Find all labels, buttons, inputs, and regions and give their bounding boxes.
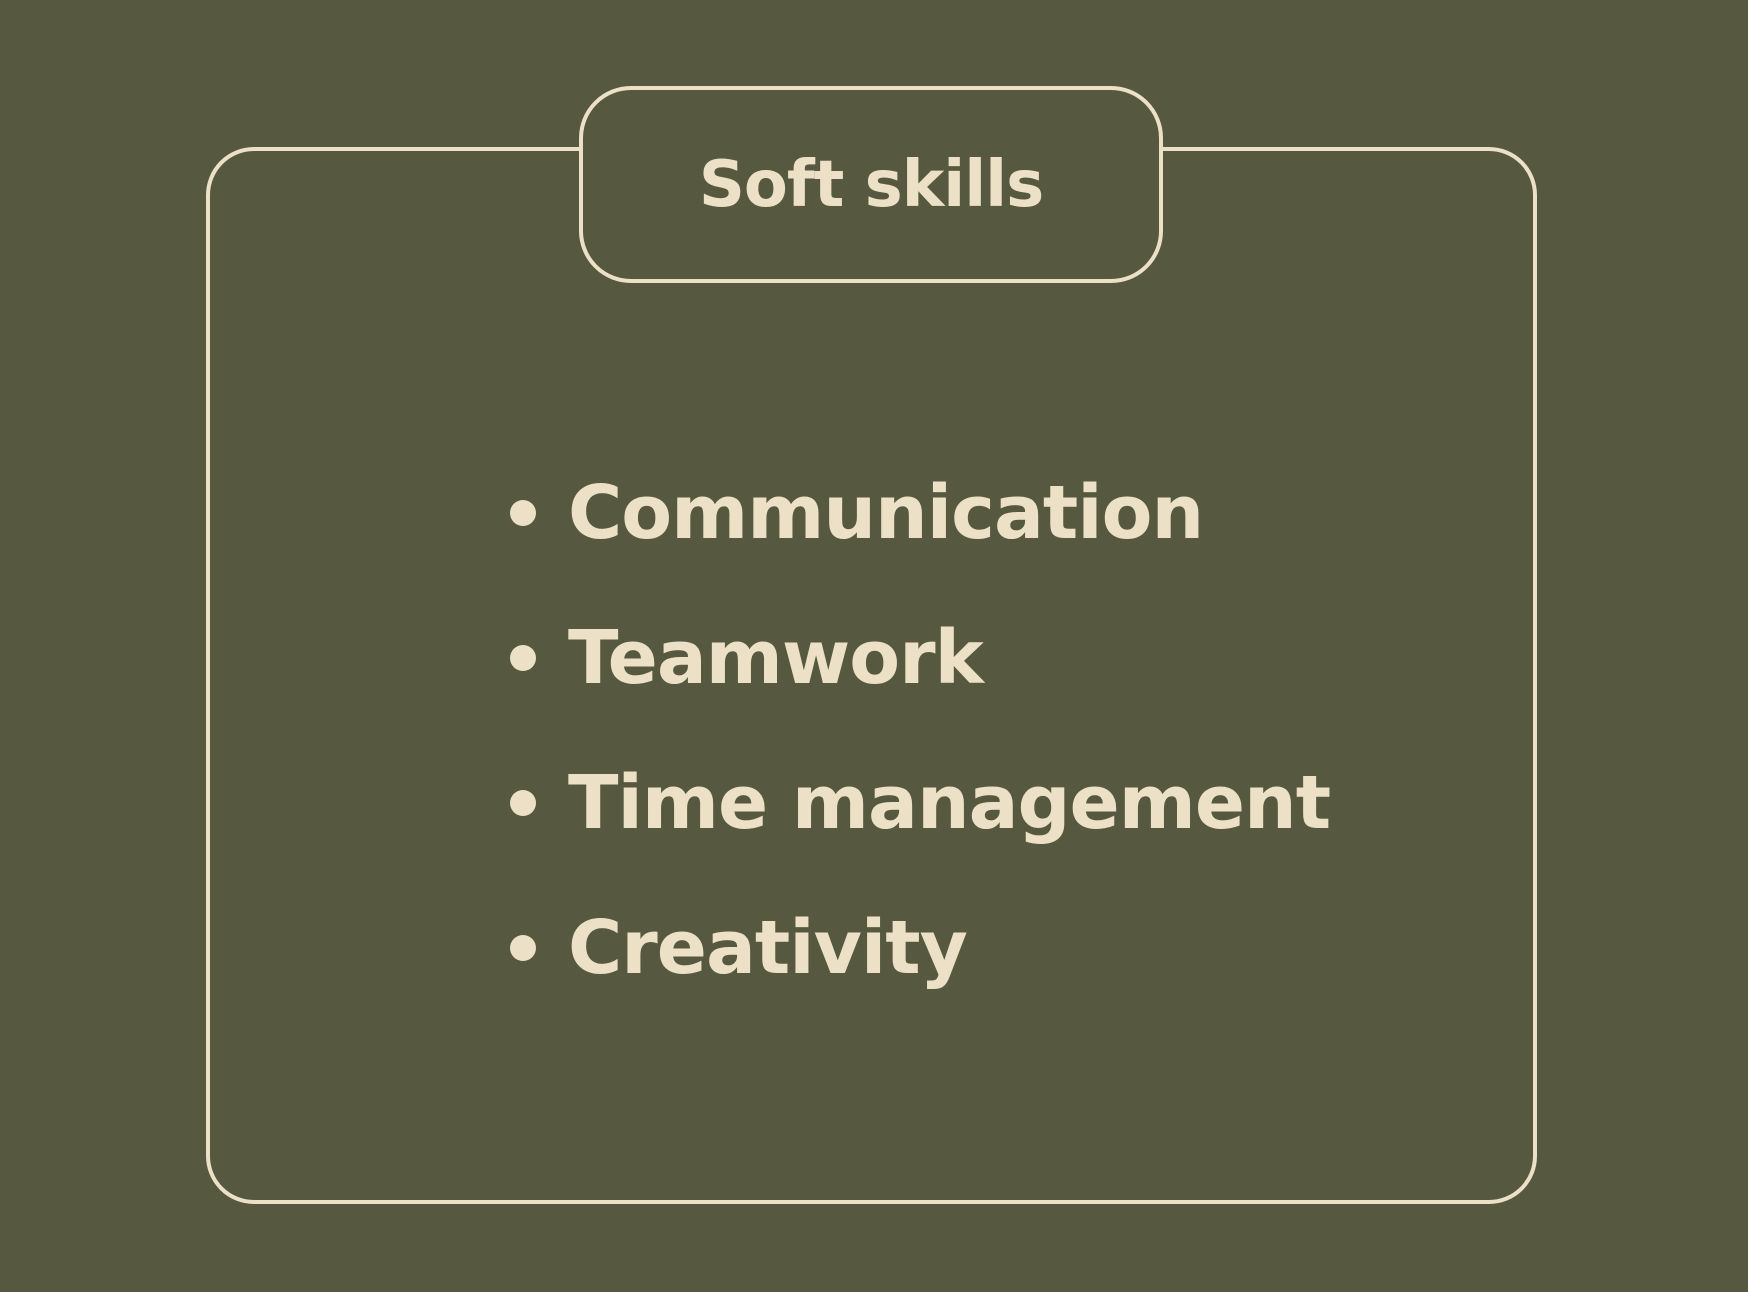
title-box: Soft skills [579,86,1163,283]
skill-label: Time management [568,766,1330,840]
bullet-icon [510,935,536,961]
skill-label: Communication [568,476,1203,550]
list-item: Time management [510,730,1330,875]
bullet-icon [510,790,536,816]
list-item: Creativity [510,875,1330,1020]
list-item: Communication [510,440,1330,585]
card-title: Soft skills [699,148,1043,222]
skill-label: Creativity [568,911,967,985]
bullet-icon [510,500,536,526]
list-item: Teamwork [510,585,1330,730]
skills-list: Communication Teamwork Time management C… [510,440,1330,1020]
bullet-icon [510,645,536,671]
skill-label: Teamwork [568,621,983,695]
